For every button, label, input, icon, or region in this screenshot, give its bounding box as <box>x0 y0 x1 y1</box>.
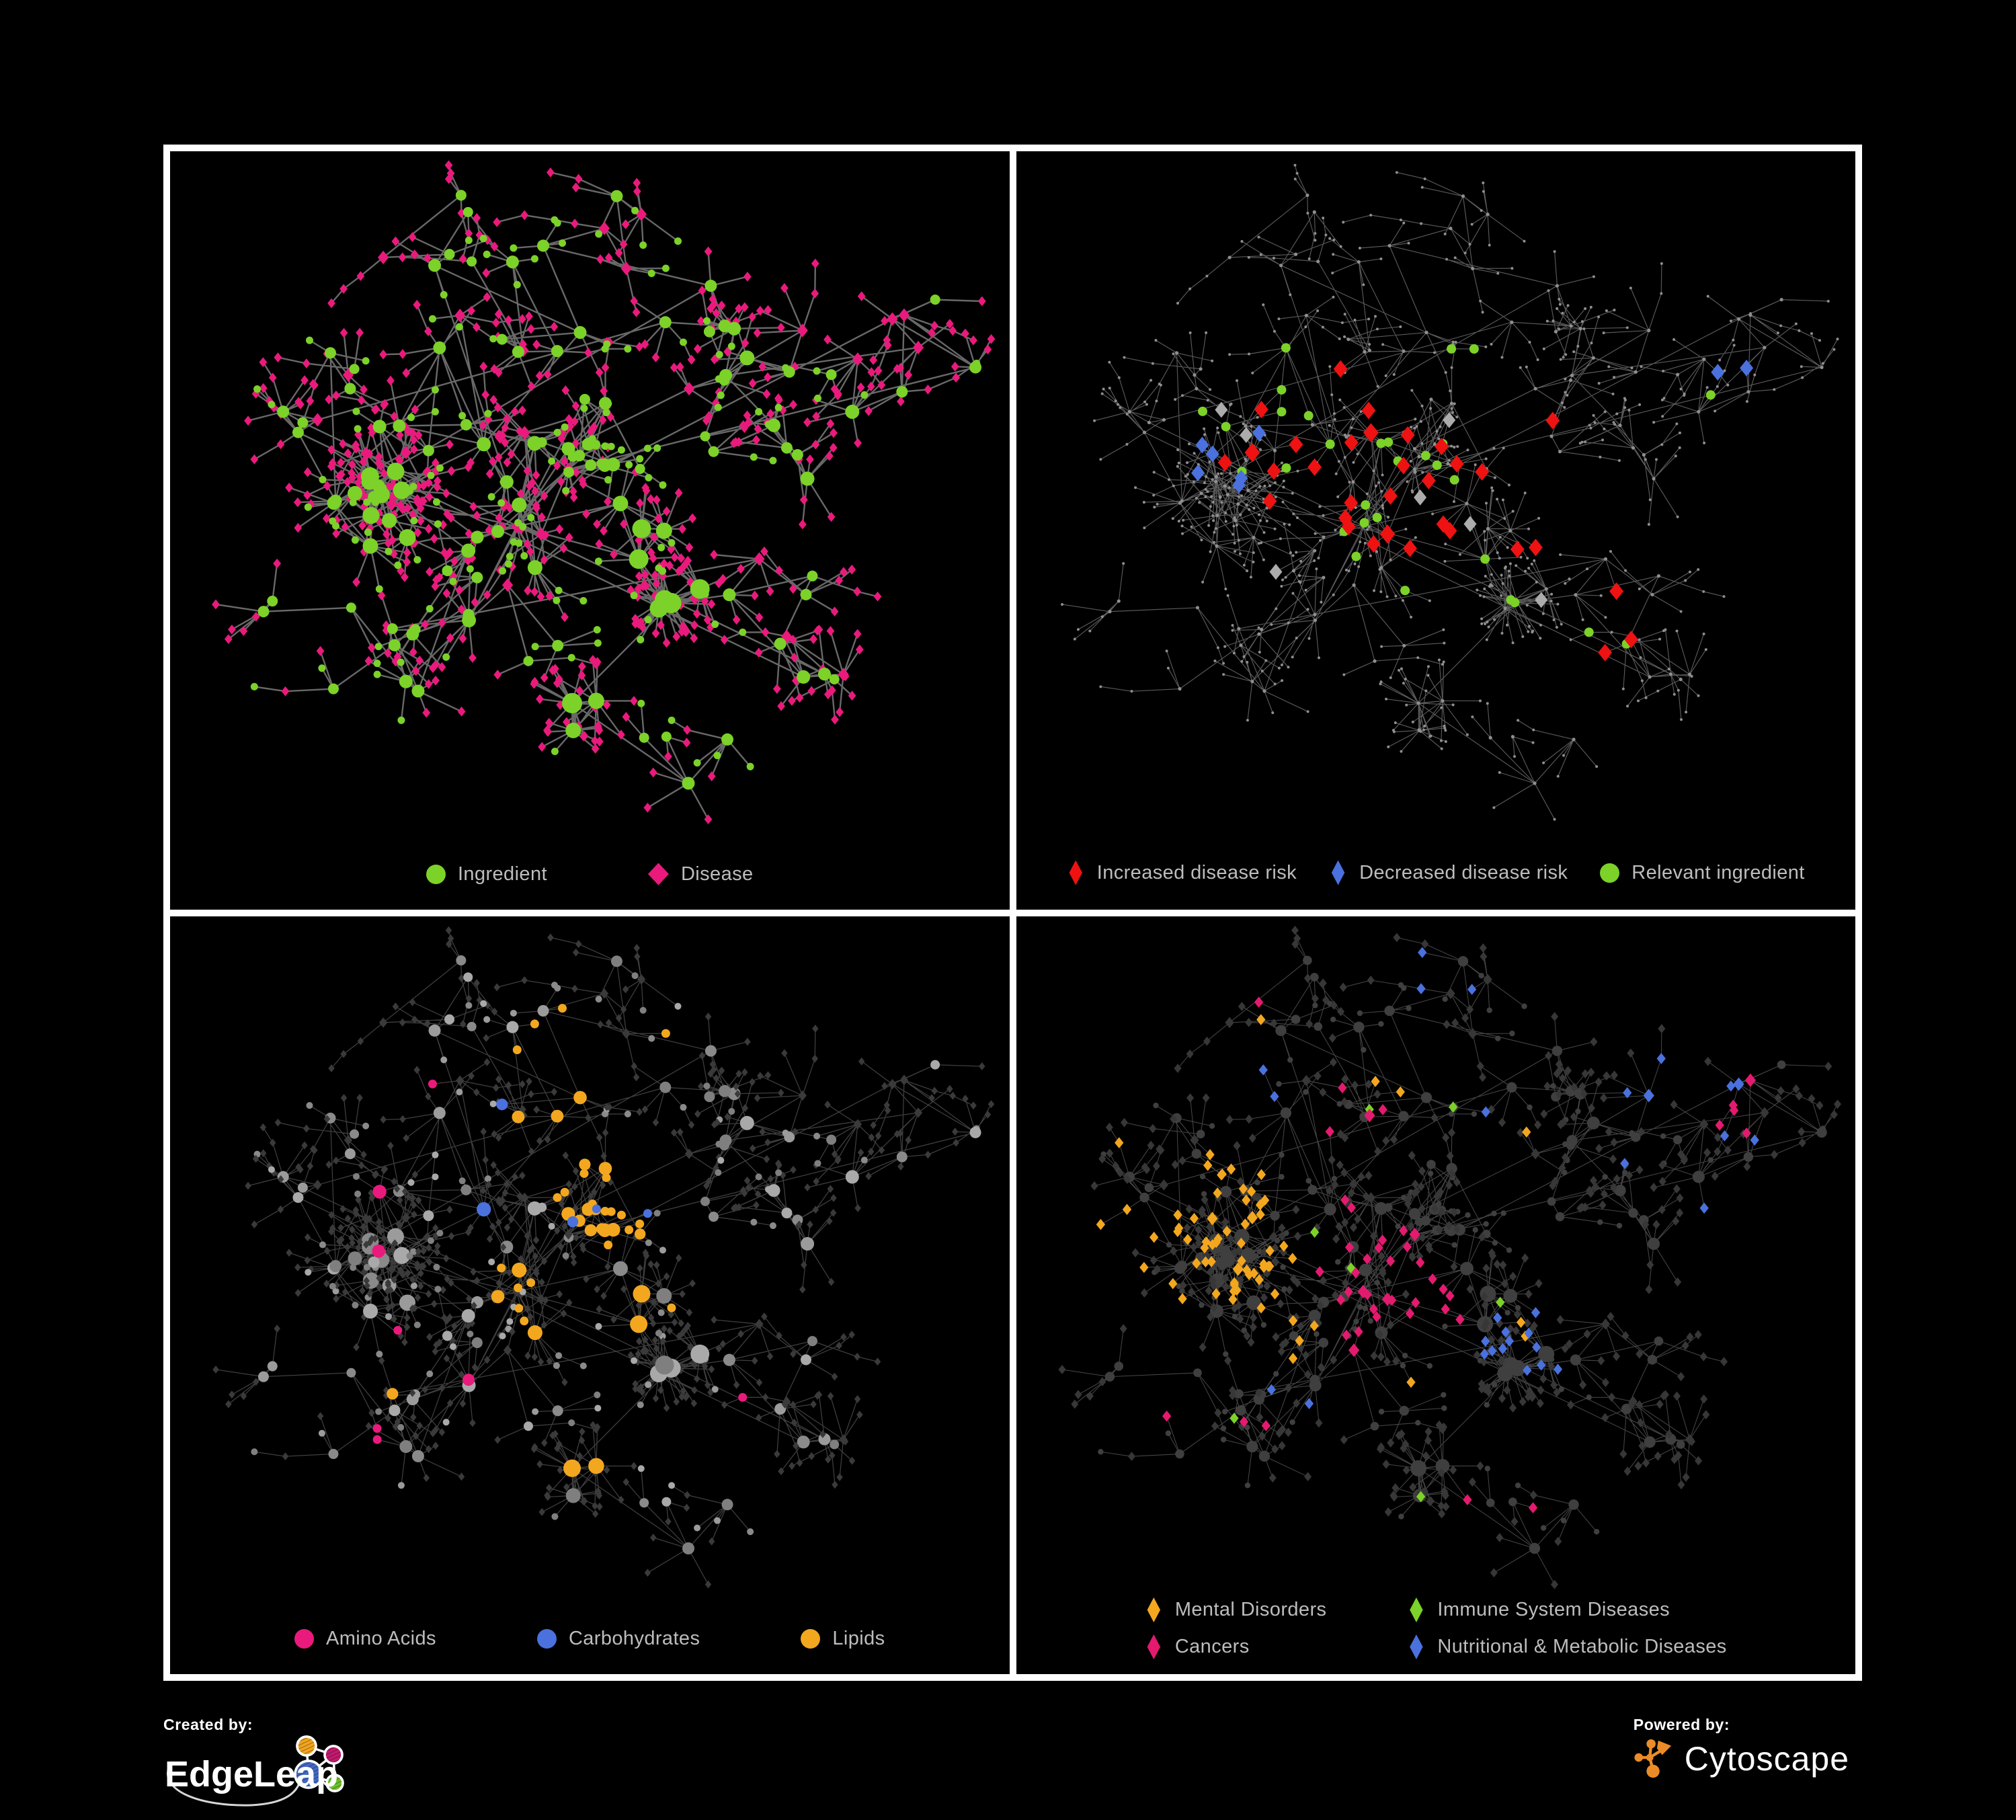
nutrient-classes-network-graph <box>212 926 995 1589</box>
panel-disease-classes: Mental Disorders Immune System Diseases … <box>1012 912 1859 1677</box>
powered-by-block: Powered by: Cytoscape <box>1634 1716 1849 1780</box>
carbohydrates-circle-swatch <box>536 1629 557 1649</box>
cancers-diamond-swatch <box>1147 1634 1161 1659</box>
immune-system-diseases-diamond-swatch <box>1410 1597 1423 1622</box>
legend-label: Immune System Diseases <box>1437 1599 1670 1620</box>
legend-disease-risk: Increased disease risk Decreased disease… <box>1016 860 1856 885</box>
legend-item: Mental Disorders <box>1145 1597 1327 1622</box>
nutritional-metabolic-diamond-swatch <box>1410 1634 1423 1659</box>
disease-risk-network-graph <box>1060 163 1839 821</box>
legend-label: Disease <box>680 863 754 885</box>
legend-item: Carbohydrates <box>536 1628 700 1650</box>
cytoscape-wordmark: Cytoscape <box>1684 1740 1849 1778</box>
legend-nutrient-classes: Amino Acids Carbohydrates Lipids <box>170 1628 1010 1650</box>
legend-item: Lipids <box>801 1628 885 1650</box>
mental-disorders-diamond-swatch <box>1147 1597 1161 1622</box>
legend-item: Amino Acids <box>294 1628 436 1650</box>
legend-item: Decreased disease risk <box>1329 860 1568 885</box>
ingredient-circle-swatch <box>426 864 446 884</box>
edgeleap-network-icon <box>294 1735 344 1792</box>
legend-item: Immune System Diseases <box>1407 1597 1726 1622</box>
legend-item: Disease <box>647 863 754 885</box>
legend-ingredient-disease: Ingredient Disease <box>170 863 1010 885</box>
edgeleap-logo: EdgeLeap <box>165 1735 344 1807</box>
legend-label: Lipids <box>832 1628 885 1649</box>
edgeleap-swoosh <box>167 1767 300 1807</box>
legend-label: Relevant ingredient <box>1631 861 1805 883</box>
panel-nutrient-classes: Amino Acids Carbohydrates Lipids <box>167 912 1013 1677</box>
created-by-block: Created by: EdgeLeap <box>163 1716 385 1817</box>
legend-item: Cancers <box>1145 1634 1327 1659</box>
legend-label: Amino Acids <box>325 1628 436 1649</box>
legend-disease-classes: Mental Disorders Immune System Diseases … <box>1016 1597 1856 1659</box>
legend-item: Increased disease risk <box>1067 860 1297 885</box>
powered-by-label: Powered by: <box>1633 1716 1730 1733</box>
decreased-risk-diamond-swatch <box>1331 860 1345 885</box>
legend-label: Cancers <box>1174 1636 1250 1657</box>
legend-label: Nutritional & Metabolic Diseases <box>1437 1636 1727 1657</box>
cytoscape-logo-icon <box>1634 1739 1671 1778</box>
legend-item: Ingredient <box>426 863 547 885</box>
legend-label: Mental Disorders <box>1174 1599 1327 1620</box>
legend-item: Relevant ingredient <box>1600 862 1804 884</box>
panel-ingredient-disease: Ingredient Disease <box>167 148 1013 913</box>
figure-grid: Ingredient Disease Increased disease ris… <box>163 145 1862 1681</box>
lipids-circle-swatch <box>801 1629 821 1649</box>
legend-label: Decreased disease risk <box>1359 861 1568 883</box>
amino-acids-circle-swatch <box>294 1629 314 1649</box>
disease-classes-network-graph <box>1057 925 1841 1589</box>
created-by-label: Created by: <box>163 1716 253 1733</box>
legend-label: Ingredient <box>457 863 547 885</box>
panel-disease-risk: Increased disease risk Decreased disease… <box>1012 148 1859 913</box>
disease-diamond-swatch <box>647 863 669 885</box>
edgeleap-wordmark: EdgeLeap <box>165 1754 338 1794</box>
legend-item: Nutritional & Metabolic Diseases <box>1407 1634 1726 1659</box>
legend-label: Increased disease risk <box>1096 861 1297 883</box>
legend-label: Carbohydrates <box>568 1628 700 1649</box>
relevant-ingredient-circle-swatch <box>1600 863 1620 883</box>
ingredient-disease-network-graph <box>212 160 996 824</box>
increased-risk-diamond-swatch <box>1069 860 1082 885</box>
